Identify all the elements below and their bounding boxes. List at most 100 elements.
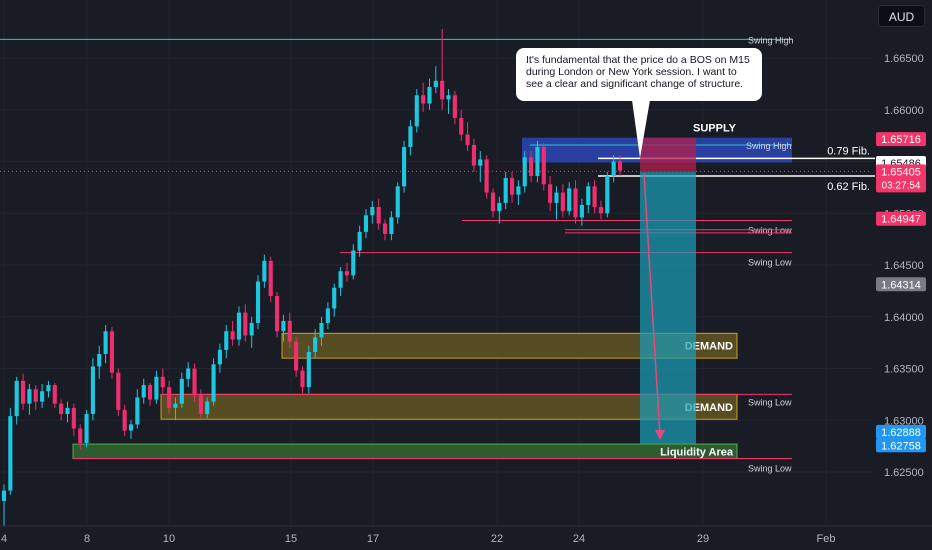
swing-label: Swing Low xyxy=(748,464,792,474)
candle-body xyxy=(338,271,343,288)
y-tick-label: 1.64500 xyxy=(884,260,924,272)
axes-layer: 1.625001.630001.635001.640001.645001.650… xyxy=(0,53,932,545)
candle-body xyxy=(598,207,604,214)
candle-body xyxy=(230,331,235,340)
candle-body xyxy=(192,368,197,396)
candle-body xyxy=(592,186,597,208)
candle-body xyxy=(611,161,616,176)
x-tick-label: Feb xyxy=(817,533,836,545)
swing-label: Swing High xyxy=(748,35,794,45)
risk-box xyxy=(640,137,696,172)
candle-body xyxy=(516,186,521,195)
candle-body xyxy=(344,271,349,276)
candle-body xyxy=(605,175,610,214)
candle-body xyxy=(268,260,273,297)
candle-body xyxy=(319,322,324,338)
candle-body xyxy=(294,341,299,371)
candle-body xyxy=(376,207,381,224)
candle-body xyxy=(8,416,13,491)
candle-body xyxy=(78,428,83,444)
zones-layer: SUPPLY DEMAND DEMAND Liquidity Area xyxy=(72,123,792,460)
candle-body xyxy=(224,331,229,350)
arrow-head xyxy=(655,430,665,441)
candle-body xyxy=(160,376,165,388)
candle-body xyxy=(548,184,553,203)
zone-label: DEMAND xyxy=(685,402,733,414)
candle-body xyxy=(427,86,432,104)
grid-lines xyxy=(3,0,827,525)
candle-body xyxy=(198,395,203,415)
y-tick-label: 1.63000 xyxy=(884,415,924,427)
swing-label: Swing Low xyxy=(748,258,792,268)
candle-body xyxy=(370,207,375,216)
price-badge-label: 1.64314 xyxy=(881,279,921,291)
price-badge xyxy=(876,438,926,453)
candle-body xyxy=(554,192,559,203)
callout-note: It's fundamental that the price do a BOS… xyxy=(516,48,762,101)
candle-body xyxy=(586,186,591,205)
candle-body xyxy=(103,331,108,355)
price-badge xyxy=(876,277,926,292)
swing-label: Swing Low xyxy=(748,225,792,235)
candle-body xyxy=(249,322,254,336)
x-tick-label: 22 xyxy=(491,533,503,545)
candle-body xyxy=(579,204,584,218)
zone-label: Liquidity Area xyxy=(660,446,734,458)
y-tick-label: 1.63500 xyxy=(884,364,924,376)
candle-body xyxy=(1,490,7,501)
candle-body xyxy=(90,366,95,415)
candle-body xyxy=(414,95,419,127)
candle-body xyxy=(14,380,19,417)
price-badge-label: 1.62888 xyxy=(881,427,921,439)
y-tick-label: 1.66500 xyxy=(884,53,924,65)
candle-body xyxy=(275,296,280,332)
price-badge xyxy=(876,132,926,147)
candle-body xyxy=(382,223,388,234)
candle-body xyxy=(573,188,578,218)
candle-body xyxy=(33,389,38,402)
candle-body xyxy=(363,215,369,232)
x-tick-label: 24 xyxy=(573,533,585,545)
candle-body xyxy=(617,161,623,171)
candle-body xyxy=(408,126,413,148)
zone-label: DEMAND xyxy=(685,341,733,353)
x-tick-label: 8 xyxy=(84,533,90,545)
fib-label: 0.79 Fib. xyxy=(827,145,870,157)
candle-body xyxy=(20,380,26,404)
candle-body xyxy=(389,217,394,234)
candle-body xyxy=(503,178,508,203)
candle-body xyxy=(71,407,76,429)
target-box xyxy=(640,171,696,445)
candle-body xyxy=(351,250,356,276)
swing-label: Swing Low xyxy=(748,397,792,407)
candle-body xyxy=(46,385,51,392)
candle-body xyxy=(433,80,438,87)
candle-body xyxy=(395,186,400,218)
projection-layer xyxy=(640,137,696,445)
candle-body xyxy=(122,409,127,431)
x-tick-label: 4 xyxy=(1,533,7,545)
y-tick-label: 1.64000 xyxy=(884,312,924,324)
price-badge-label: 1.65716 xyxy=(881,134,921,146)
candle-body xyxy=(497,202,502,212)
candle-body xyxy=(541,147,546,185)
candle-body xyxy=(560,192,565,212)
candle-body xyxy=(478,159,483,166)
candle-body xyxy=(52,385,57,404)
candle-body xyxy=(211,364,216,402)
candle-body xyxy=(97,354,102,367)
candle-body xyxy=(529,157,534,176)
candle-body xyxy=(452,95,457,119)
candle-body xyxy=(173,403,178,408)
currency-button[interactable]: AUD xyxy=(878,5,925,27)
swing-label: Swing High xyxy=(746,141,792,151)
price-badge xyxy=(876,164,926,193)
x-tick-label: 15 xyxy=(285,533,297,545)
candle-body xyxy=(281,320,286,332)
projection-arrow xyxy=(643,173,661,437)
candle-body xyxy=(446,95,451,100)
x-tick-label: 10 xyxy=(163,533,175,545)
candle-body xyxy=(522,157,527,187)
candle-body xyxy=(59,403,64,415)
